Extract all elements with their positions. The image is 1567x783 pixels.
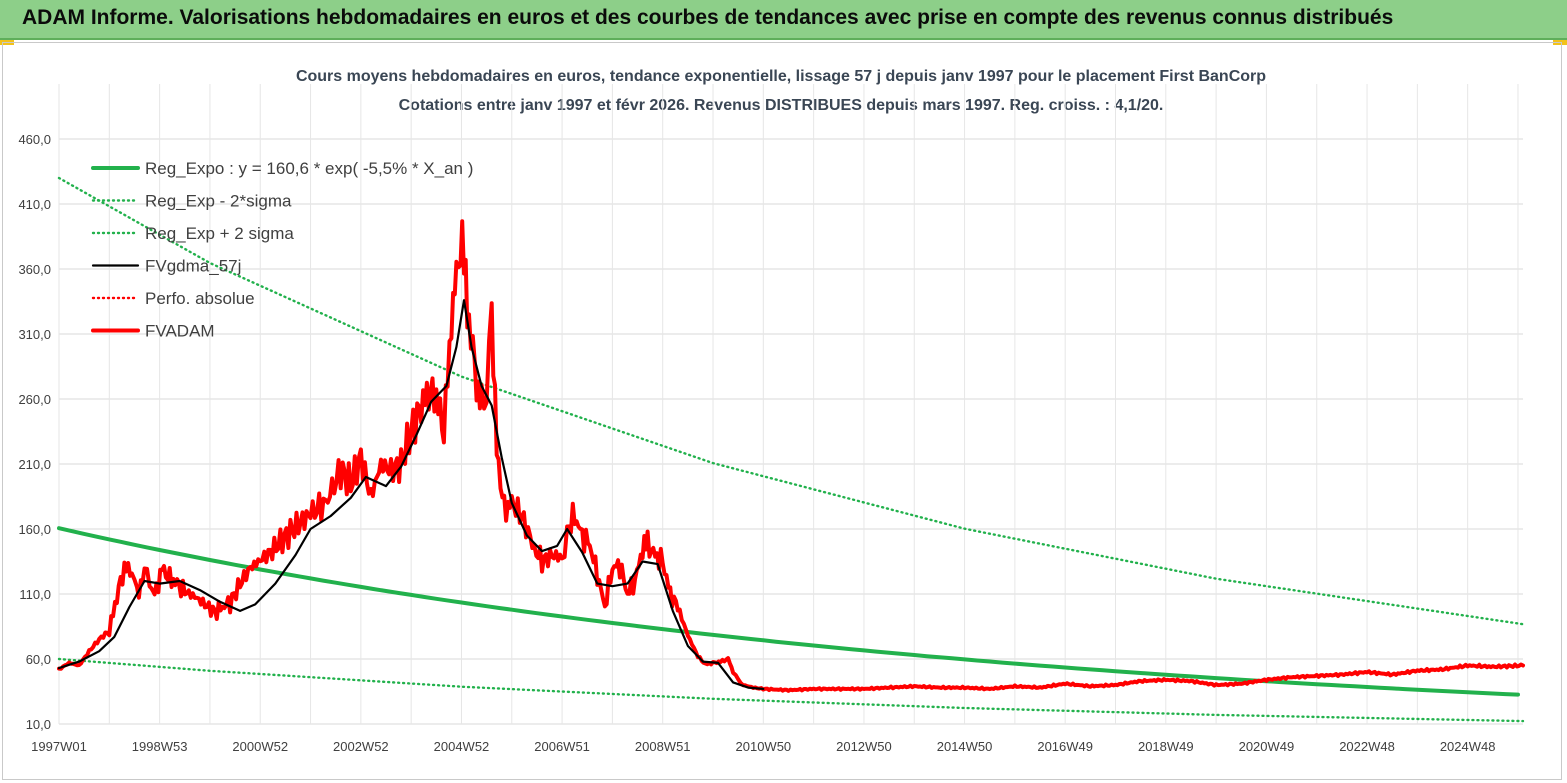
- series-lines: [57, 176, 1525, 723]
- y-tick-label: 110,0: [19, 587, 51, 602]
- x-tick-label: 2022W48: [1339, 739, 1395, 754]
- x-tick-label: 1998W53: [132, 739, 188, 754]
- x-tick-label: 1997W01: [31, 739, 87, 754]
- y-axis-ticks: 10,0 60,0 110,0 160,0 210,0 260,0 310,0 360,0 41…: [18, 132, 51, 732]
- line-chart: Cours moyens hebdomadaires en euros, ten…: [18, 68, 1525, 754]
- x-tick-label: 2010W50: [736, 739, 792, 754]
- y-tick-label: 460,0: [18, 132, 51, 147]
- report-title: ADAM Informe. Valorisations hebdomadaire…: [22, 6, 1394, 29]
- x-tick-label: 2002W52: [333, 739, 389, 754]
- legend: Reg_Expo : y = 160,6 * exp( -5,5% * X_an…: [91, 159, 473, 341]
- y-tick-label: 260,0: [18, 392, 51, 407]
- x-tick-label: 2016W49: [1037, 739, 1093, 754]
- series-line-reg-exp-minus-2sigma: [57, 657, 1525, 723]
- chart-subtitle: Cotations entre janv 1997 et févr 2026. …: [399, 97, 1164, 114]
- y-tick-label: 410,0: [18, 197, 51, 212]
- legend-label: FVADAM: [145, 322, 215, 341]
- grid-lines: [58, 84, 1523, 725]
- x-axis-ticks: 1997W01 1998W53 2000W52 2002W52 2004W52 2006W…: [31, 739, 1495, 754]
- x-tick-label: 2008W51: [635, 739, 691, 754]
- series-line-fvadam: [57, 219, 1525, 693]
- legend-label: FVgdma_57j: [145, 257, 241, 276]
- chart-area: Cours moyens hebdomadaires en euros, ten…: [2, 42, 1562, 780]
- y-tick-label: 60,0: [26, 652, 51, 667]
- series-line-fvgdma-57j: [57, 299, 765, 690]
- x-tick-label: 2020W49: [1239, 739, 1295, 754]
- report-header: ADAM Informe. Valorisations hebdomadaire…: [0, 0, 1567, 40]
- y-tick-label: 310,0: [18, 327, 51, 342]
- x-tick-label: 2024W48: [1440, 739, 1496, 754]
- x-tick-label: 2006W51: [534, 739, 590, 754]
- y-tick-label: 10,0: [26, 717, 51, 732]
- y-tick-label: 210,0: [18, 457, 51, 472]
- y-tick-label: 360,0: [18, 262, 51, 277]
- series-line-reg-expo: [57, 526, 1520, 697]
- series-line-reg-exp-plus-2sigma: [57, 176, 1525, 626]
- chart-title: Cours moyens hebdomadaires en euros, ten…: [296, 68, 1266, 85]
- x-tick-label: 2004W52: [434, 739, 490, 754]
- legend-label: Reg_Exp - 2*sigma: [145, 192, 292, 211]
- y-tick-label: 160,0: [18, 522, 51, 537]
- x-tick-label: 2012W50: [836, 739, 892, 754]
- legend-label: Perfo. absolue: [145, 289, 255, 308]
- x-tick-label: 2018W49: [1138, 739, 1194, 754]
- legend-label: Reg_Exp + 2 sigma: [145, 224, 294, 243]
- x-tick-label: 2000W52: [232, 739, 288, 754]
- x-tick-label: 2014W50: [937, 739, 993, 754]
- legend-label: Reg_Expo : y = 160,6 * exp( -5,5% * X_an…: [145, 159, 473, 178]
